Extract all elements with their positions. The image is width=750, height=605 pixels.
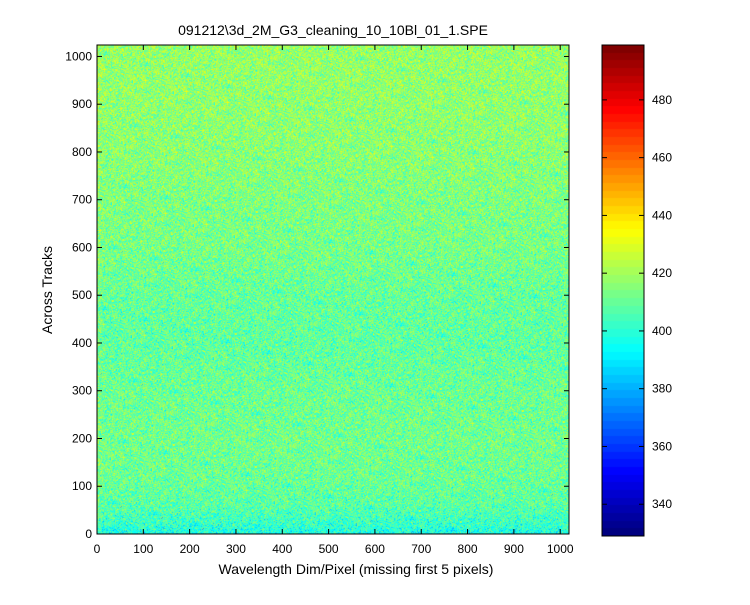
y-tick-label: 900: [72, 97, 92, 111]
chart-title: 091212\3d_2M_G3_cleaning_10_10Bl_01_1.SP…: [178, 22, 488, 38]
x-tick-label: 900: [504, 542, 524, 556]
x-tick-label: 300: [226, 542, 246, 556]
x-axis-label: Wavelength Dim/Pixel (missing first 5 pi…: [219, 561, 494, 577]
y-tick-label: 200: [72, 431, 92, 445]
y-tick-label: 700: [72, 193, 92, 207]
y-tick-label: 300: [72, 384, 92, 398]
y-tick-label: 100: [72, 479, 92, 493]
x-tick-label: 400: [272, 542, 292, 556]
heatmap-image: [97, 45, 569, 534]
colorbar-tick-label: 360: [652, 439, 672, 453]
y-tick-label: 500: [72, 288, 92, 302]
plot-frame: [96, 44, 570, 535]
colorbar-image: [602, 45, 644, 536]
colorbar-tick-label: 380: [652, 382, 672, 396]
y-tick-label: 1000: [65, 49, 92, 63]
y-tick-label: 0: [85, 527, 92, 541]
x-tick-label: 0: [94, 542, 101, 556]
x-tick-label: 1000: [547, 542, 574, 556]
colorbar-tick-label: 400: [652, 324, 672, 338]
y-tick-label: 800: [72, 145, 92, 159]
x-axis: 0 100 200 300 400 500 600 700 800 900 1000: [94, 45, 574, 556]
x-tick-label: 700: [411, 542, 431, 556]
x-tick-label: 800: [458, 542, 478, 556]
colorbar-tick-label: 460: [652, 151, 672, 165]
y-axis: 0 100 200 300 400 500 600 700 800 900 1000: [65, 49, 569, 541]
colorbar-tick-label: 420: [652, 266, 672, 280]
colorbar-tick-label: 340: [652, 497, 672, 511]
colorbar-tick-label: 440: [652, 208, 672, 222]
colorbar-frame: [601, 44, 645, 537]
x-tick-label: 500: [319, 542, 339, 556]
x-tick-label: 100: [133, 542, 153, 556]
colorbar-tick-label: 480: [652, 93, 672, 107]
colorbar-axis: 340 360 380 400 420 440 460 480: [602, 93, 672, 511]
y-tick-label: 400: [72, 336, 92, 350]
x-tick-label: 600: [365, 542, 385, 556]
x-tick-label: 200: [180, 542, 200, 556]
y-axis-label: Across Tracks: [39, 246, 55, 334]
y-tick-label: 600: [72, 240, 92, 254]
